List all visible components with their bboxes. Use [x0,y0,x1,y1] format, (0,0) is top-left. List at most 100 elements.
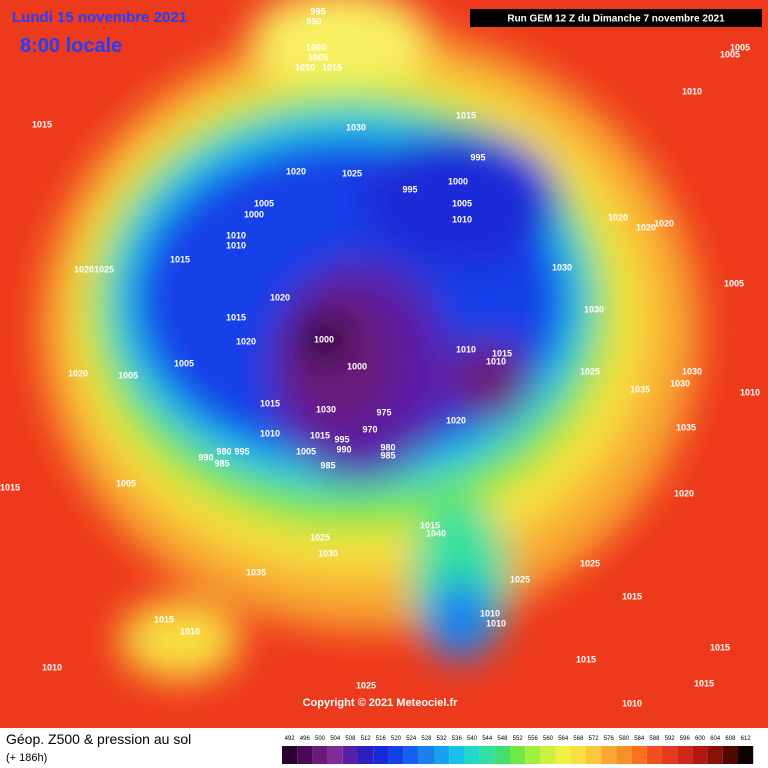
pressure-label: 1010 [740,387,760,397]
pressure-label: 1010 [295,62,315,72]
scale-tick-label: 544 [482,736,493,742]
pressure-label: 1010 [260,428,280,438]
geopotential-field [40,0,700,680]
pressure-label: 1020 [68,368,88,378]
color-scale: 492 496 500 504 508 512 516 520 524 528 532 536 540 5… [282,736,754,764]
scale-tick-label: 532 [437,736,448,742]
scale-swatch [707,746,723,764]
pressure-label: 1025 [510,574,530,584]
scale-tick-label: 568 [573,736,584,742]
pressure-label: 1005 [118,370,138,380]
scale-swatch [646,746,662,764]
pressure-label: 1010 [486,356,506,366]
scale-swatch [403,746,419,764]
scale-swatch [555,746,571,764]
pressure-label: 1010 [682,86,702,96]
scale-tick-label: 528 [421,736,432,742]
pressure-label: 1015 [32,119,52,129]
pressure-label: 1030 [318,548,338,558]
scale-tick-label: 520 [391,736,402,742]
footer-lead: (+ 186h) [6,752,47,764]
pressure-label: 1015 [170,254,190,264]
forecast-time: 8:00 locale [20,35,122,57]
pressure-label: 1020 [608,212,628,222]
pressure-label: 1020 [236,336,256,346]
pressure-label: 975 [376,407,391,417]
scale-tick-label: 508 [345,736,356,742]
scale-swatch [327,746,343,764]
pressure-label: 970 [362,424,377,434]
scale-swatch [434,746,450,764]
pressure-label: 1010 [486,618,506,628]
pressure-label: 1020 [446,415,466,425]
scale-swatch [616,746,632,764]
pressure-label: 1025 [356,680,376,690]
scale-swatch [358,746,374,764]
scale-swatch [677,746,693,764]
pressure-label: 1020 [674,488,694,498]
forecast-date: Lundi 15 novembre 2021 [12,9,187,26]
pressure-label: 1005 [724,278,744,288]
scale-swatch [738,746,754,764]
pressure-label: 1015 [310,430,330,440]
pressure-label: 1015 [576,654,596,664]
scale-tick-label: 612 [741,736,752,742]
scale-tick-label: 576 [604,736,615,742]
scale-tick-label: 572 [589,736,600,742]
pressure-label: 1030 [682,366,702,376]
run-box [470,9,762,27]
pressure-label: 1020 [74,264,94,274]
scale-swatch [525,746,541,764]
pressure-label: 1015 [226,312,246,322]
pressure-label: 1035 [630,384,650,394]
pressure-label: 1030 [552,262,572,272]
pressure-label: 1005 [730,42,750,52]
scale-tick-label: 536 [452,736,463,742]
pressure-label: 1000 [314,334,334,344]
pressure-label: 1000 [244,209,264,219]
pressure-label: 1025 [94,264,114,274]
pressure-label: 1005 [254,198,274,208]
pressure-label: 985 [380,450,395,460]
scale-swatch [510,746,526,764]
pressure-label: 1035 [246,567,266,577]
pressure-label: 1015 [456,110,476,120]
scale-tick-label: 556 [528,736,539,742]
scale-swatch [662,746,678,764]
scale-swatch [449,746,465,764]
pressure-label: 1025 [580,366,600,376]
scale-tick-label: 560 [543,736,554,742]
pressure-label: 1030 [584,304,604,314]
pressure-label: 980 [216,446,231,456]
run-info: Run GEM 12 Z du Dimanche 7 novembre 2021 [507,14,725,25]
scale-tick-label: 604 [710,736,721,742]
pressure-label: 1000 [448,176,468,186]
pressure-label: 1010 [622,698,642,708]
pressure-label: 1015 [420,520,440,530]
pressure-label: 1010 [480,608,500,618]
pressure-label: 1005 [720,49,740,59]
scale-swatch [722,746,738,764]
pressure-label: 1015 [694,678,714,688]
copyright: Copyright © 2021 Meteociel.fr [303,697,459,709]
pressure-label: 1020 [654,218,674,228]
scale-swatch [388,746,404,764]
pressure-label: 1015 [710,642,730,652]
scale-tick-label: 500 [315,736,326,742]
pressure-label: 1005 [174,358,194,368]
scale-swatch [631,746,647,764]
pressure-label: 1010 [452,214,472,224]
pressure-label: 1010 [226,240,246,250]
pressure-label: 1015 [622,591,642,601]
scale-swatch [601,746,617,764]
pressure-label: 985 [214,458,229,468]
scale-tick-label: 584 [634,736,645,742]
scale-tick-label: 512 [361,736,372,742]
pressure-label: 1000 [347,361,367,371]
pressure-label: 1030 [670,378,690,388]
scale-swatch [692,746,708,764]
scale-tick-label: 492 [285,736,296,742]
scale-tick-label: 504 [330,736,341,742]
pressure-label: 1010 [226,230,246,240]
